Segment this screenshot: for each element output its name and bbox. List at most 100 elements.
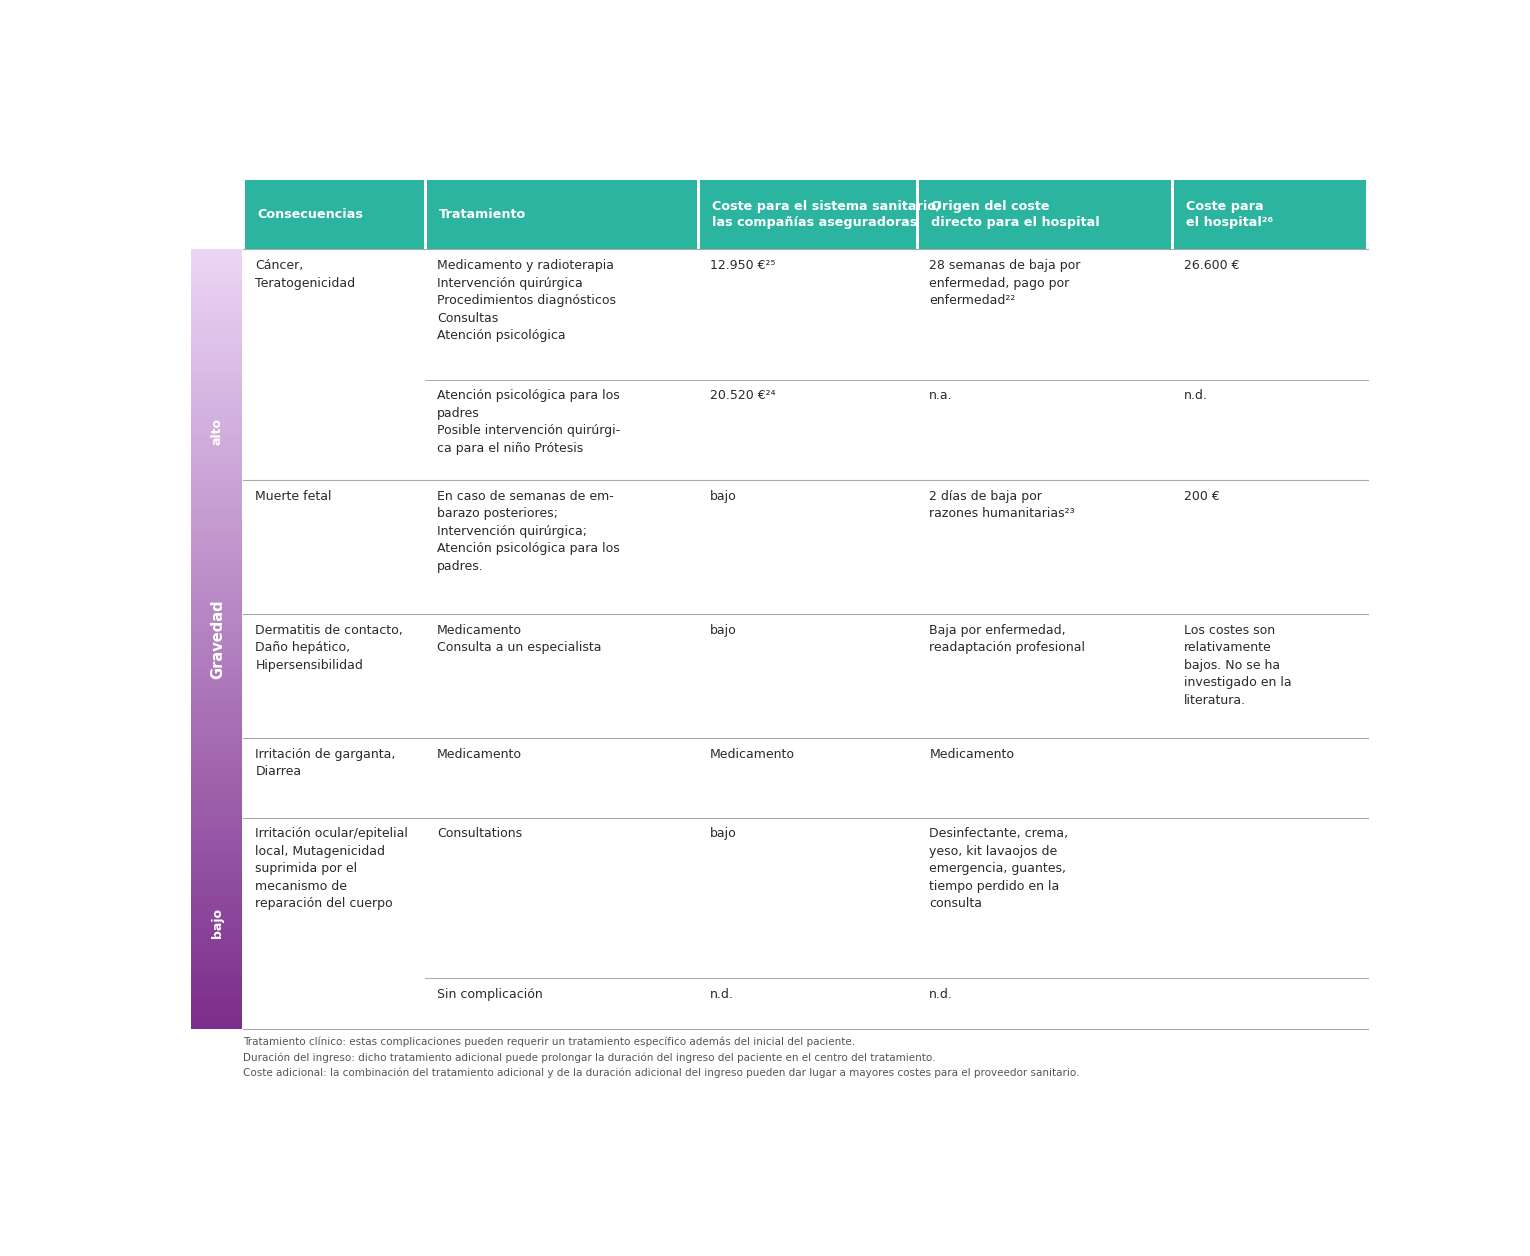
Bar (191, 604, 242, 608)
Bar (191, 463, 242, 467)
Bar (191, 425, 242, 428)
Bar (191, 393, 242, 397)
Bar (191, 782, 242, 788)
Bar (191, 615, 242, 619)
Bar (1174, 180, 1366, 250)
Bar (191, 955, 242, 958)
Bar (427, 180, 696, 250)
Bar (191, 803, 242, 806)
Bar (191, 673, 242, 678)
Bar (191, 873, 242, 877)
Bar (191, 842, 242, 845)
Bar (191, 495, 242, 499)
Text: 26.600 €: 26.600 € (1184, 259, 1239, 273)
Bar (191, 877, 242, 880)
Bar (191, 892, 242, 897)
Bar (191, 814, 242, 819)
Text: 12.950 €²⁵: 12.950 €²⁵ (710, 259, 776, 273)
Text: alto: alto (211, 418, 223, 445)
Bar (191, 288, 242, 293)
Bar (191, 401, 242, 406)
Bar (191, 397, 242, 402)
Bar (191, 249, 242, 254)
Bar (191, 456, 242, 460)
Bar (191, 619, 242, 623)
Bar (191, 849, 242, 854)
Bar (191, 662, 242, 667)
Bar (191, 386, 242, 389)
Bar (191, 919, 242, 923)
Bar (191, 284, 242, 289)
Bar (191, 421, 242, 425)
Bar (191, 308, 242, 311)
Bar (191, 799, 242, 803)
Text: Duración del ingreso: dicho tratamiento adicional puede prolongar la duración de: Duración del ingreso: dicho tratamiento … (243, 1053, 936, 1063)
Bar (191, 584, 242, 589)
Bar (191, 701, 242, 706)
Bar (191, 549, 242, 554)
Bar (191, 834, 242, 838)
Bar (191, 880, 242, 884)
Bar (191, 977, 242, 982)
Bar (191, 934, 242, 939)
Bar (191, 541, 242, 545)
Text: Atención psicológica para los
padres
Posible intervención quirúrgi-
ca para el n: Atención psicológica para los padres Pos… (438, 389, 620, 455)
Bar (191, 686, 242, 690)
Text: bajo: bajo (710, 490, 737, 502)
Bar (191, 408, 242, 413)
Text: n.d.: n.d. (710, 987, 734, 1001)
Bar (191, 299, 242, 304)
Bar (191, 728, 242, 732)
Bar (191, 404, 242, 409)
Bar (191, 682, 242, 686)
Bar (191, 764, 242, 767)
Bar (191, 795, 242, 799)
Bar (191, 502, 242, 506)
Text: 28 semanas de baja por
enfermedad, pago por
enfermedad²²: 28 semanas de baja por enfermedad, pago … (929, 259, 1080, 306)
Text: Coste para el sistema sanitario/
las compañías aseguradoras: Coste para el sistema sanitario/ las com… (711, 200, 941, 230)
Bar (191, 751, 242, 756)
Bar (191, 608, 242, 612)
Bar (191, 736, 242, 741)
Bar (191, 666, 242, 671)
Bar (191, 903, 242, 908)
Bar (191, 931, 242, 936)
Bar (191, 432, 242, 436)
Bar (191, 857, 242, 862)
Bar (191, 923, 242, 927)
Bar (191, 779, 242, 784)
Bar (191, 634, 242, 639)
Bar (191, 475, 242, 480)
Bar (191, 982, 242, 986)
Bar (191, 677, 242, 682)
Bar (191, 534, 242, 538)
Bar (191, 927, 242, 932)
Text: Dermatitis de contacto,
Daño hepático,
Hipersensibilidad: Dermatitis de contacto, Daño hepático, H… (256, 624, 402, 672)
Bar (191, 350, 242, 354)
Bar (191, 452, 242, 456)
Text: bajo: bajo (710, 624, 737, 637)
Text: Medicamento: Medicamento (438, 747, 522, 761)
Bar (191, 705, 242, 710)
Bar (191, 256, 242, 261)
Bar (191, 1021, 242, 1025)
Bar (191, 693, 242, 697)
Text: 2 días de baja por
razones humanitarias²³: 2 días de baja por razones humanitarias²… (929, 490, 1076, 520)
Bar (191, 588, 242, 593)
Bar (191, 319, 242, 323)
Text: Irritación de garganta,
Diarrea: Irritación de garganta, Diarrea (256, 747, 396, 779)
Bar (191, 252, 242, 257)
Bar (191, 443, 242, 448)
Bar (191, 721, 242, 725)
Text: Coste adicional: la combinación del tratamiento adicional y de la duración adici: Coste adicional: la combinación del trat… (243, 1068, 1080, 1078)
Bar (191, 514, 242, 519)
Text: Origen del coste
directo para el hospital: Origen del coste directo para el hospita… (932, 200, 1100, 230)
Text: 200 €: 200 € (1184, 490, 1219, 502)
Text: Baja por enfermedad,
readaptación profesional: Baja por enfermedad, readaptación profes… (929, 624, 1085, 654)
Text: Irritación ocular/epitelial
local, Mutagenicidad
suprimida por el
mecanismo de
r: Irritación ocular/epitelial local, Mutag… (256, 828, 409, 911)
Bar (191, 631, 242, 636)
Bar (191, 651, 242, 654)
Text: Gravedad: Gravedad (210, 599, 225, 679)
Bar (191, 573, 242, 577)
Text: Medicamento: Medicamento (710, 747, 796, 761)
